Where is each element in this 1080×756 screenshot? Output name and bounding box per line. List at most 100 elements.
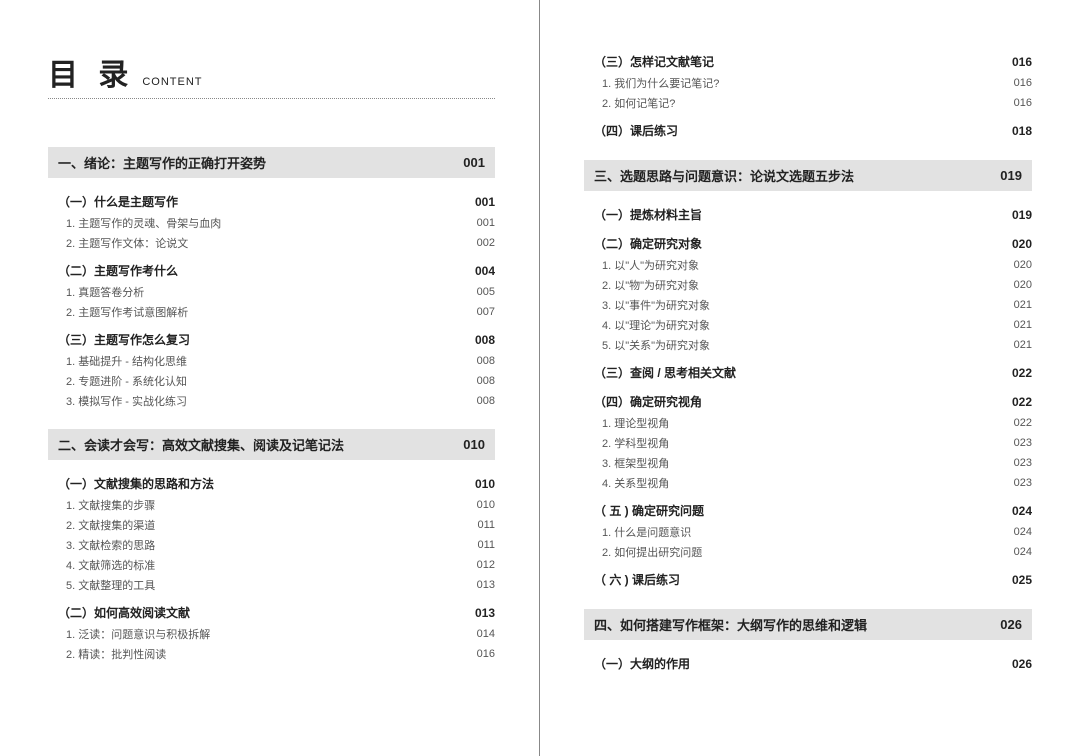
chapter-page: 001 [463,155,485,170]
section-page: 025 [1012,573,1032,587]
item-page: 021 [1014,339,1032,351]
item-title: 4. 关系型视角 [602,475,669,491]
chapter-title: 四、如何搭建写作框架：大纲写作的思维和逻辑 [594,615,867,634]
item-page: 020 [1014,259,1032,271]
section-title: （四）课后练习 [594,122,678,139]
item-row: 2. 如何记笔记?016 [602,93,1032,113]
item-row: 3. 框架型视角023 [602,453,1032,473]
chapter-page: 019 [1000,168,1022,183]
section-row: （一）大纲的作用 026 [594,652,1032,675]
item-row: 4. 关系型视角 023 [602,473,1032,493]
section-page: 022 [1012,395,1032,409]
section-title: （一）大纲的作用 [594,655,690,672]
section-row: （四）课后练习 018 [594,119,1032,142]
section-row: （一）提炼材料主旨 019 [594,203,1032,226]
section-row: （二）确定研究对象020 [594,232,1032,255]
item-title: 2. 精读：批判性阅读 [66,646,166,662]
item-row: 1. 基础提升 - 结构化思维008 [66,351,495,371]
section-page: 013 [475,606,495,620]
item-page: 013 [477,579,495,591]
item-row: 1. 主题写作的灵魂、骨架与血肉001 [66,213,495,233]
item-title: 4. 文献筛选的标准 [66,557,155,573]
item-row: 5. 文献整理的工具 013 [66,575,495,595]
item-page: 021 [1014,319,1032,331]
section-title: （一）提炼材料主旨 [594,206,702,223]
section-page: 026 [1012,657,1032,671]
item-row: 3. 模拟写作 - 实战化练习008 [66,391,495,411]
section-title: （三）怎样记文献笔记 [594,53,714,70]
item-row: 2. 以"物"为研究对象020 [602,275,1032,295]
toc-title-sub: CONTENT [142,76,202,88]
item-row: 3. 文献检索的思路011 [66,535,495,555]
item-title: 2. 学科型视角 [602,435,669,451]
section-title: （二）确定研究对象 [594,235,702,252]
item-title: 3. 以"事件"为研究对象 [602,297,710,313]
item-page: 023 [1014,477,1032,489]
item-page: 005 [477,286,495,298]
right-page: （三）怎样记文献笔记 016 1. 我们为什么要记笔记?016 2. 如何记笔记… [540,0,1080,756]
chapter-title: 二、会读才会写：高效文献搜集、阅读及记笔记法 [58,435,344,454]
item-page: 010 [477,499,495,511]
item-title: 2. 主题写作文体：论说文 [66,235,188,251]
item-row: 1. 泛读：问题意识与积极拆解 014 [66,624,495,644]
item-title: 2. 主题写作考试意图解析 [66,304,188,320]
item-row: 1. 真题答卷分析 005 [66,282,495,302]
section-row: （一）文献搜集的思路和方法 010 [58,472,495,495]
section-title: （ 五 ) 确定研究问题 [594,502,704,519]
section-row: （二）主题写作考什么 004 [58,259,495,282]
item-row: 1. 以"人"为研究对象 020 [602,255,1032,275]
item-row: 4. 文献筛选的标准012 [66,555,495,575]
section-title: （三）主题写作怎么复习 [58,331,190,348]
chapter-header: 四、如何搭建写作框架：大纲写作的思维和逻辑 026 [584,609,1032,640]
item-page: 008 [477,375,495,387]
section-row: （一）什么是主题写作 001 [58,190,495,213]
section-title: （二）如何高效阅读文献 [58,604,190,621]
section-title: （四）确定研究视角 [594,393,702,410]
section-row: （ 六 ) 课后练习 025 [594,568,1032,591]
section-title: （一）文献搜集的思路和方法 [58,475,214,492]
item-row: 1. 理论型视角022 [602,413,1032,433]
item-page: 023 [1014,437,1032,449]
item-title: 1. 理论型视角 [602,415,669,431]
section-page: 016 [1012,55,1032,69]
section-page: 010 [475,477,495,491]
item-title: 1. 以"人"为研究对象 [602,257,699,273]
item-title: 2. 文献搜集的渠道 [66,517,155,533]
item-title: 2. 以"物"为研究对象 [602,277,699,293]
section-page: 008 [475,333,495,347]
item-page: 016 [1014,97,1032,109]
chapter-header: 二、会读才会写：高效文献搜集、阅读及记笔记法 010 [48,429,495,460]
toc-title-main: 目 录 [48,50,134,94]
header-divider [48,98,495,99]
item-title: 1. 基础提升 - 结构化思维 [66,353,187,369]
item-title: 5. 文献整理的工具 [66,577,155,593]
item-row: 1. 我们为什么要记笔记?016 [602,73,1032,93]
section-page: 019 [1012,208,1032,222]
item-title: 1. 泛读：问题意识与积极拆解 [66,626,210,642]
item-page: 011 [477,539,495,551]
item-row: 1. 什么是问题意识024 [602,522,1032,542]
chapter-title: 一、绪论：主题写作的正确打开姿势 [58,153,266,172]
section-page: 001 [475,195,495,209]
section-row: （三）主题写作怎么复习 008 [58,328,495,351]
item-title: 1. 我们为什么要记笔记? [602,75,719,91]
chapter-page: 010 [463,437,485,452]
item-page: 021 [1014,299,1032,311]
item-page: 014 [477,628,495,640]
item-title: 5. 以"关系"为研究对象 [602,337,710,353]
item-page: 007 [477,306,495,318]
section-page: 004 [475,264,495,278]
item-title: 3. 框架型视角 [602,455,669,471]
item-row: 3. 以"事件"为研究对象 021 [602,295,1032,315]
section-page: 018 [1012,124,1032,138]
item-row: 2. 精读：批判性阅读016 [66,644,495,664]
section-title: （三）查阅 / 思考相关文献 [594,364,736,381]
item-page: 008 [477,395,495,407]
item-row: 2. 专题进阶 - 系统化认知008 [66,371,495,391]
item-title: 2. 如何提出研究问题 [602,544,702,560]
section-title: （一）什么是主题写作 [58,193,178,210]
item-row: 2. 学科型视角 023 [602,433,1032,453]
section-title: （ 六 ) 课后练习 [594,571,680,588]
item-page: 002 [477,237,495,249]
item-title: 1. 真题答卷分析 [66,284,144,300]
